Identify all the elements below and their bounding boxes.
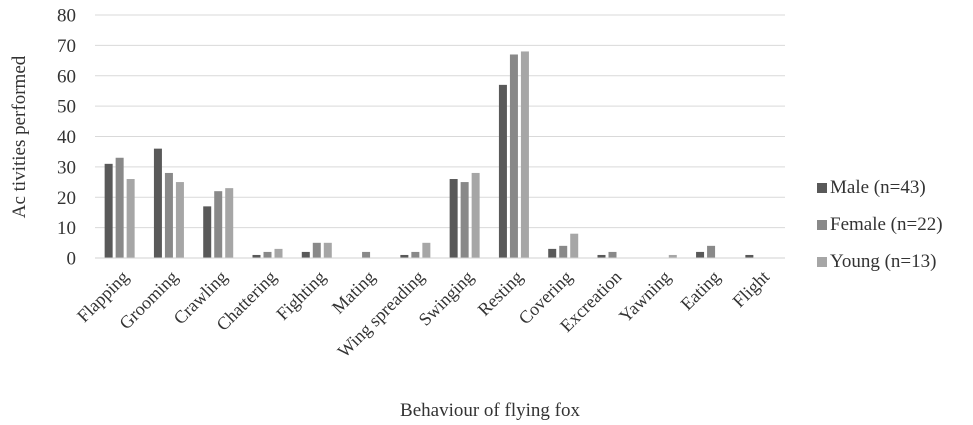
- bar: [460, 182, 469, 258]
- legend-label: Female (n=22): [830, 214, 943, 235]
- bar: [312, 242, 321, 258]
- bar: [745, 254, 754, 258]
- bar: [520, 51, 529, 259]
- legend-swatch: [817, 257, 827, 267]
- x-tick-labels: FlappingGroomingCrawlingChatteringFighti…: [73, 267, 773, 362]
- y-axis-title: Ac tivities performed: [9, 55, 30, 218]
- bar: [126, 179, 135, 258]
- bar: [104, 163, 113, 258]
- bar: [274, 248, 283, 258]
- bar: [559, 245, 568, 258]
- x-tick-label: Swinging: [415, 267, 478, 330]
- bar: [471, 172, 480, 258]
- x-tick-label: Wing spreading: [334, 267, 429, 362]
- y-tick-labels: 0 10 20 30 40 50 60 70 80: [57, 6, 76, 270]
- bar: [301, 251, 310, 258]
- y-tick-label: 70: [57, 36, 76, 57]
- bar: [203, 206, 212, 258]
- bar: [225, 188, 234, 258]
- bar: [498, 84, 507, 258]
- y-tick-label: 30: [57, 157, 76, 178]
- bar: [548, 248, 557, 258]
- y-tick-label: 20: [57, 188, 76, 209]
- bar: [707, 245, 716, 258]
- y-tick-label: 50: [57, 97, 76, 118]
- y-tick-label: 40: [57, 127, 76, 148]
- bar: [153, 148, 162, 258]
- bar: [175, 182, 184, 258]
- bar: [411, 251, 420, 258]
- bar: [570, 233, 579, 258]
- bar: [696, 251, 705, 258]
- x-tick-label: Eating: [677, 267, 724, 314]
- x-axis-title: Behaviour of flying fox: [400, 400, 580, 421]
- x-tick-label: Yawning: [615, 267, 675, 327]
- legend-swatch: [817, 183, 827, 193]
- bar: [252, 254, 261, 258]
- bar: [323, 242, 332, 258]
- legend-label: Young (n=13): [830, 251, 936, 272]
- bar: [263, 251, 272, 258]
- bar: [597, 254, 606, 258]
- x-tick-label: Fighting: [272, 267, 329, 324]
- legend-swatch: [817, 220, 827, 230]
- bar: [668, 254, 677, 258]
- bar: [214, 191, 223, 258]
- bar: [400, 254, 409, 258]
- legend: Male (n=43) Female (n=22) Young (n=13): [817, 177, 943, 272]
- bar: [422, 242, 431, 258]
- bar: [608, 251, 617, 258]
- y-tick-label: 10: [57, 218, 76, 239]
- bar: [449, 179, 458, 258]
- y-tick-label: 80: [57, 6, 76, 27]
- bar: [164, 172, 173, 258]
- bar: [362, 251, 371, 258]
- y-tick-label: 60: [57, 66, 76, 87]
- legend-label: Male (n=43): [830, 177, 926, 198]
- bar: [115, 157, 124, 258]
- y-tick-label: 0: [67, 249, 77, 270]
- x-tick-label: Flight: [729, 267, 774, 312]
- gridlines: [95, 14, 785, 229]
- bars: [104, 51, 754, 259]
- bar: [509, 54, 518, 258]
